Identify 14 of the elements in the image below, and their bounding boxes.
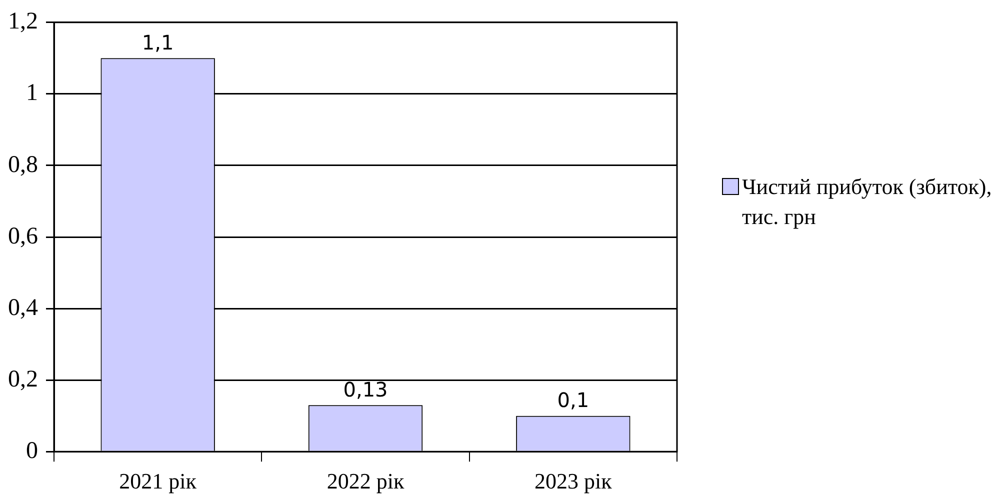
data-label: 1,1 (142, 30, 174, 54)
data-label: 0,1 (557, 388, 590, 412)
legend-label: Чистий прибуток (збиток), тис. грн (742, 173, 992, 231)
x-tick-label: 2022 рік (326, 468, 404, 494)
y-tick-label: 0,6 (8, 223, 38, 250)
y-tick-label: 0 (26, 438, 38, 464)
x-tick-label: 2023 рік (534, 468, 612, 494)
y-tick-label: 0,8 (8, 152, 38, 178)
y-tick-label: 1,2 (8, 8, 38, 35)
y-tick-label: 0,2 (8, 366, 38, 392)
y-tick-label: 1 (26, 80, 38, 106)
data-label: 0,13 (343, 377, 388, 402)
x-tick-label: 2021 рік (119, 468, 197, 494)
y-tick-label: 0,4 (8, 294, 38, 321)
